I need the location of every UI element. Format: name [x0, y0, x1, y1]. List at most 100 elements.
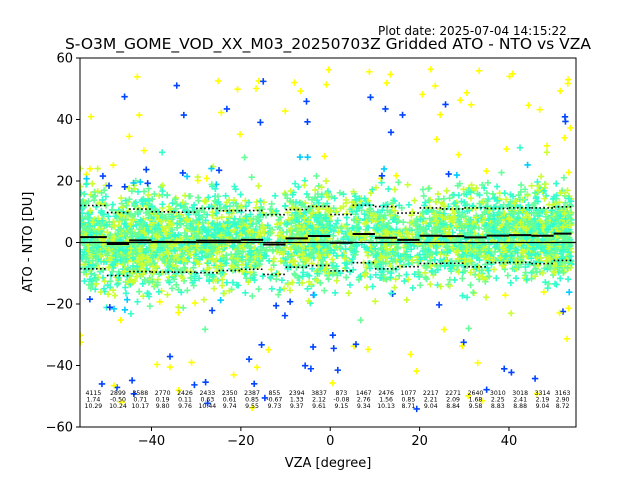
data-point — [202, 198, 210, 205]
data-point — [145, 227, 152, 235]
data-point — [276, 249, 283, 256]
data-point — [100, 285, 108, 292]
scatter-points — [80, 66, 575, 413]
data-point — [173, 82, 180, 89]
data-point — [175, 309, 182, 316]
data-point — [175, 303, 182, 311]
data-point — [305, 297, 312, 305]
data-point — [315, 199, 322, 207]
data-point — [540, 288, 547, 296]
data-point — [318, 193, 325, 201]
data-point — [249, 292, 256, 300]
data-point — [556, 309, 563, 317]
data-point — [366, 68, 373, 75]
data-point — [563, 335, 571, 343]
data-point — [127, 310, 135, 317]
data-point — [308, 265, 316, 272]
y-tick-label: −40 — [46, 359, 73, 374]
data-point — [388, 269, 395, 277]
data-point — [128, 233, 135, 241]
x-axis-label: VZA [degree] — [285, 456, 372, 471]
data-point — [368, 261, 375, 268]
data-point — [428, 267, 435, 275]
data-point — [409, 284, 417, 292]
data-point — [417, 282, 424, 289]
data-point — [502, 291, 509, 299]
data-point — [445, 281, 452, 288]
data-point — [363, 284, 371, 291]
data-point — [146, 211, 153, 218]
data-point — [141, 230, 149, 237]
data-point — [329, 271, 337, 278]
data-point — [158, 223, 166, 231]
data-point — [135, 206, 143, 214]
data-point — [299, 273, 306, 280]
data-point — [459, 275, 466, 282]
data-point — [409, 208, 416, 215]
data-point — [200, 223, 207, 231]
bin-std-label: 9.37 — [290, 403, 304, 410]
data-point — [269, 246, 276, 254]
bin-std-label: 9.58 — [469, 403, 483, 410]
data-point — [195, 275, 203, 282]
data-point — [395, 217, 402, 224]
data-point — [377, 254, 384, 261]
data-point — [392, 172, 400, 179]
data-point — [238, 219, 245, 226]
data-point — [307, 205, 314, 212]
data-point — [437, 283, 444, 290]
data-point — [385, 185, 392, 193]
data-point — [141, 276, 148, 284]
data-point — [355, 203, 362, 211]
data-point — [201, 227, 208, 234]
data-point — [394, 245, 401, 252]
data-point — [560, 174, 568, 181]
data-point — [122, 248, 129, 255]
data-point — [507, 310, 515, 317]
data-point — [205, 194, 212, 201]
data-point — [92, 217, 100, 225]
data-point — [275, 245, 282, 252]
data-point — [135, 230, 142, 238]
data-point — [172, 231, 179, 239]
data-point — [403, 296, 410, 303]
data-point — [303, 190, 311, 198]
data-point — [561, 134, 568, 142]
data-point — [446, 276, 453, 283]
data-point — [283, 221, 291, 228]
data-point — [256, 211, 264, 218]
data-point — [434, 229, 441, 236]
data-point — [111, 223, 118, 230]
data-point — [138, 255, 145, 263]
data-point — [188, 359, 195, 366]
data-point — [567, 124, 574, 132]
data-point — [152, 252, 159, 259]
data-point — [265, 346, 272, 353]
data-point — [292, 198, 300, 206]
data-point — [200, 209, 208, 216]
data-point — [349, 266, 357, 273]
data-point — [395, 229, 403, 237]
data-point — [140, 188, 148, 195]
data-point — [218, 232, 225, 239]
data-point — [179, 169, 187, 177]
data-point — [395, 252, 402, 260]
data-point — [86, 296, 94, 303]
data-point — [202, 378, 209, 386]
data-point — [117, 212, 125, 219]
data-point — [322, 214, 330, 221]
data-point — [351, 247, 358, 254]
data-point — [277, 219, 285, 227]
data-point — [220, 290, 228, 297]
data-point — [80, 189, 85, 197]
data-point — [361, 272, 369, 279]
data-point — [172, 205, 179, 212]
data-point — [168, 285, 176, 292]
data-point — [155, 233, 163, 241]
data-point — [326, 213, 334, 220]
data-point — [177, 221, 184, 228]
data-point — [263, 246, 270, 254]
data-point — [110, 305, 118, 313]
data-point — [268, 200, 275, 207]
data-point — [325, 66, 332, 73]
